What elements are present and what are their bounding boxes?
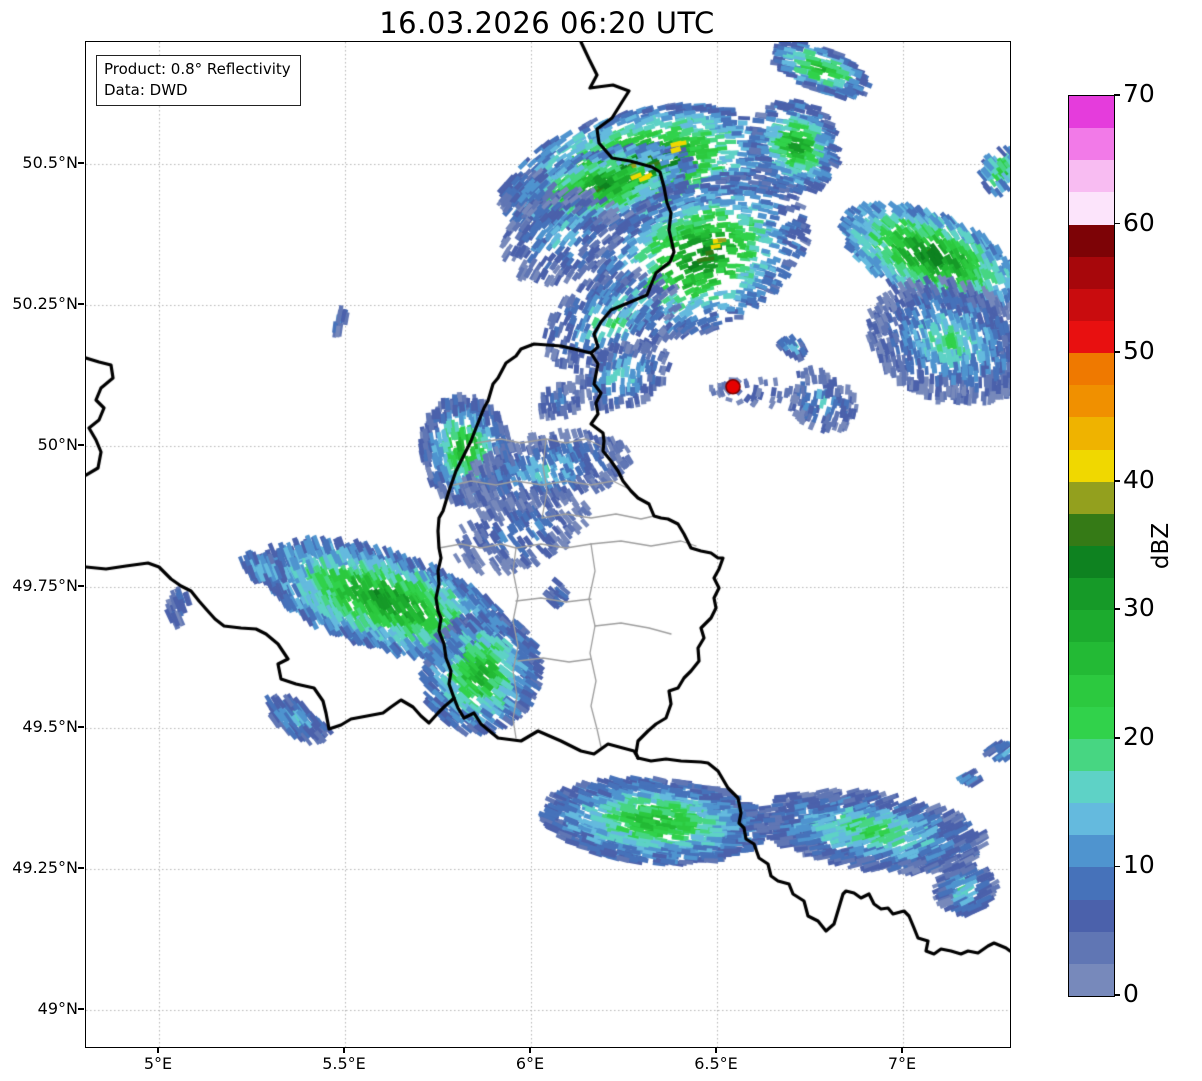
product-info-line2: Data: DWD <box>104 81 188 99</box>
colorbar-tick-label: 30 <box>1123 593 1155 623</box>
colorbar-segment <box>1069 835 1114 868</box>
colorbar-segment <box>1069 96 1114 129</box>
colorbar-unit-label: dBZ <box>1148 522 1174 570</box>
x-tick-label: 6°E <box>515 1054 545 1073</box>
y-tick-mark <box>78 726 84 728</box>
colorbar-tick-mark <box>1114 94 1120 96</box>
y-tick-mark <box>78 867 84 869</box>
colorbar-tick-label: 60 <box>1123 207 1155 237</box>
colorbar-segment <box>1069 578 1114 611</box>
x-tick-label: 5°E <box>143 1054 173 1073</box>
x-tick-mark <box>715 1047 717 1053</box>
colorbar-segment <box>1069 385 1114 418</box>
colorbar-tick-label: 50 <box>1123 336 1155 366</box>
colorbar-segment <box>1069 963 1114 996</box>
y-tick-label: 50.5°N <box>22 152 78 172</box>
colorbar-segment <box>1069 192 1114 225</box>
x-tick-label: 7°E <box>887 1054 917 1073</box>
map-plot-area <box>85 41 1011 1048</box>
y-tick-label: 49°N <box>37 999 78 1018</box>
colorbar-tick-label: 70 <box>1123 79 1155 108</box>
colorbar-tick-mark <box>1114 994 1120 996</box>
y-tick-mark <box>78 303 84 305</box>
colorbar-segment <box>1069 931 1114 964</box>
y-tick-mark <box>78 1008 84 1010</box>
colorbar-segment <box>1069 449 1114 482</box>
colorbar-segment <box>1069 353 1114 386</box>
y-tick-label: 49.5°N <box>22 716 78 736</box>
x-tick-mark <box>529 1047 531 1053</box>
colorbar-segment <box>1069 513 1114 546</box>
x-tick-label: 6.5°E <box>694 1054 738 1073</box>
colorbar-tick-label: 40 <box>1123 464 1155 494</box>
colorbar-tick-label: 0 <box>1123 979 1139 1008</box>
colorbar-segment <box>1069 899 1114 932</box>
colorbar-segment <box>1069 674 1114 707</box>
colorbar-tick-mark <box>1114 222 1120 225</box>
colorbar-tick-label: 20 <box>1123 721 1155 751</box>
y-tick-mark <box>78 162 84 164</box>
y-tick-mark <box>78 585 84 587</box>
colorbar-segment <box>1069 160 1114 193</box>
y-tick-mark <box>78 444 84 446</box>
y-tick-label: 50°N <box>37 434 78 454</box>
x-tick-mark <box>343 1047 345 1053</box>
y-tick-label: 50.25°N <box>12 293 78 313</box>
y-tick-label: 49.75°N <box>12 575 78 595</box>
reflectivity-colorbar <box>1068 95 1115 997</box>
colorbar-segment <box>1069 288 1114 321</box>
y-tick-label: 49.25°N <box>12 858 78 877</box>
figure-title: 16.03.2026 06:20 UTC <box>379 6 715 40</box>
colorbar-segment <box>1069 706 1114 739</box>
colorbar-segment <box>1069 128 1114 161</box>
colorbar-segment <box>1069 417 1114 450</box>
colorbar-tick-label: 10 <box>1123 850 1155 880</box>
colorbar-tick-mark <box>1114 479 1120 482</box>
colorbar-segment <box>1069 770 1114 804</box>
colorbar-segment <box>1069 738 1114 771</box>
x-tick-label: 5.5°E <box>322 1054 366 1073</box>
colorbar-tick-mark <box>1114 865 1120 868</box>
colorbar-segment <box>1069 481 1114 514</box>
colorbar-tick-mark <box>1114 736 1120 739</box>
product-info-line1: Product: 0.8° Reflectivity <box>104 60 291 78</box>
x-tick-mark <box>901 1047 903 1053</box>
colorbar-segment <box>1069 545 1114 579</box>
colorbar-segment <box>1069 867 1114 900</box>
colorbar-tick-mark <box>1114 608 1120 611</box>
product-info-box: Product: 0.8° Reflectivity Data: DWD <box>96 55 301 106</box>
x-tick-mark <box>157 1047 159 1053</box>
radar-map-canvas <box>86 42 1010 1047</box>
colorbar-segment <box>1069 320 1114 354</box>
colorbar-segment <box>1069 642 1114 675</box>
colorbar-segment <box>1069 224 1114 257</box>
colorbar-segment <box>1069 610 1114 643</box>
colorbar-segment <box>1069 256 1114 289</box>
colorbar-tick-mark <box>1114 351 1120 354</box>
colorbar-segment <box>1069 803 1114 836</box>
